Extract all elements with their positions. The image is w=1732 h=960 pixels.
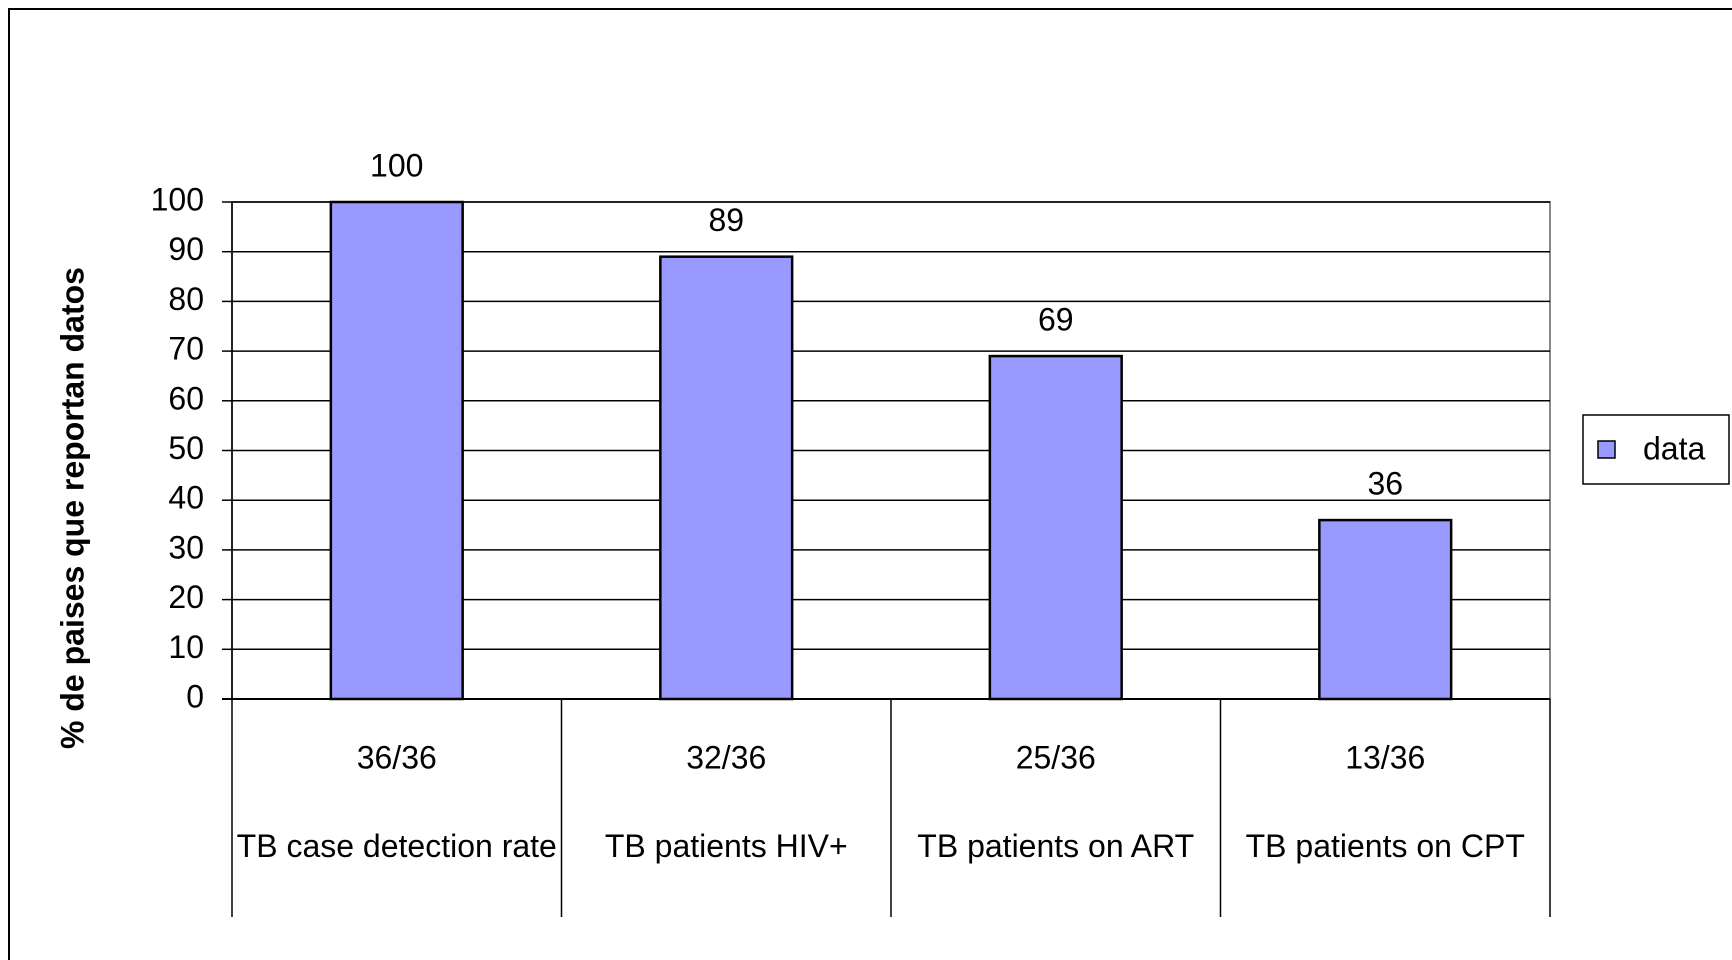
legend-swatch [1597, 440, 1616, 459]
x-tick-label: 13/36 [1345, 739, 1425, 775]
y-tick-label: 60 [168, 380, 204, 416]
y-tick-label: 100 [151, 181, 204, 217]
x-tick-label: 32/36 [686, 739, 766, 775]
bar [1318, 518, 1453, 701]
y-tick-label: 70 [168, 331, 204, 367]
legend-label: data [1643, 430, 1705, 466]
chart-border [8, 8, 1732, 960]
y-tick-label: 0 [186, 678, 204, 714]
y-tick-label: 80 [168, 281, 204, 317]
data-label: 100 [370, 147, 423, 183]
data-label: 69 [1038, 302, 1074, 338]
y-tick-label: 30 [168, 529, 204, 565]
bar [659, 255, 794, 701]
category-group-label: TB patients on ART [917, 828, 1195, 864]
y-axis-title: % de paises que reportan datos [54, 267, 90, 749]
category-group-label: TB case detection rate [236, 828, 557, 864]
y-tick-label: 50 [168, 430, 204, 466]
data-label: 36 [1367, 466, 1403, 502]
y-tick-label: 10 [168, 629, 204, 665]
y-tick-label: 90 [168, 231, 204, 267]
bar [329, 200, 464, 701]
category-group-label: TB patients HIV+ [604, 828, 848, 864]
y-tick-label: 20 [168, 579, 204, 615]
category-group-label: TB patients on CPT [1245, 828, 1525, 864]
x-tick-label: 36/36 [357, 739, 437, 775]
x-tick-label: 25/36 [1016, 739, 1096, 775]
y-tick-label: 40 [168, 480, 204, 516]
bar [988, 354, 1123, 701]
data-label: 89 [708, 202, 744, 238]
